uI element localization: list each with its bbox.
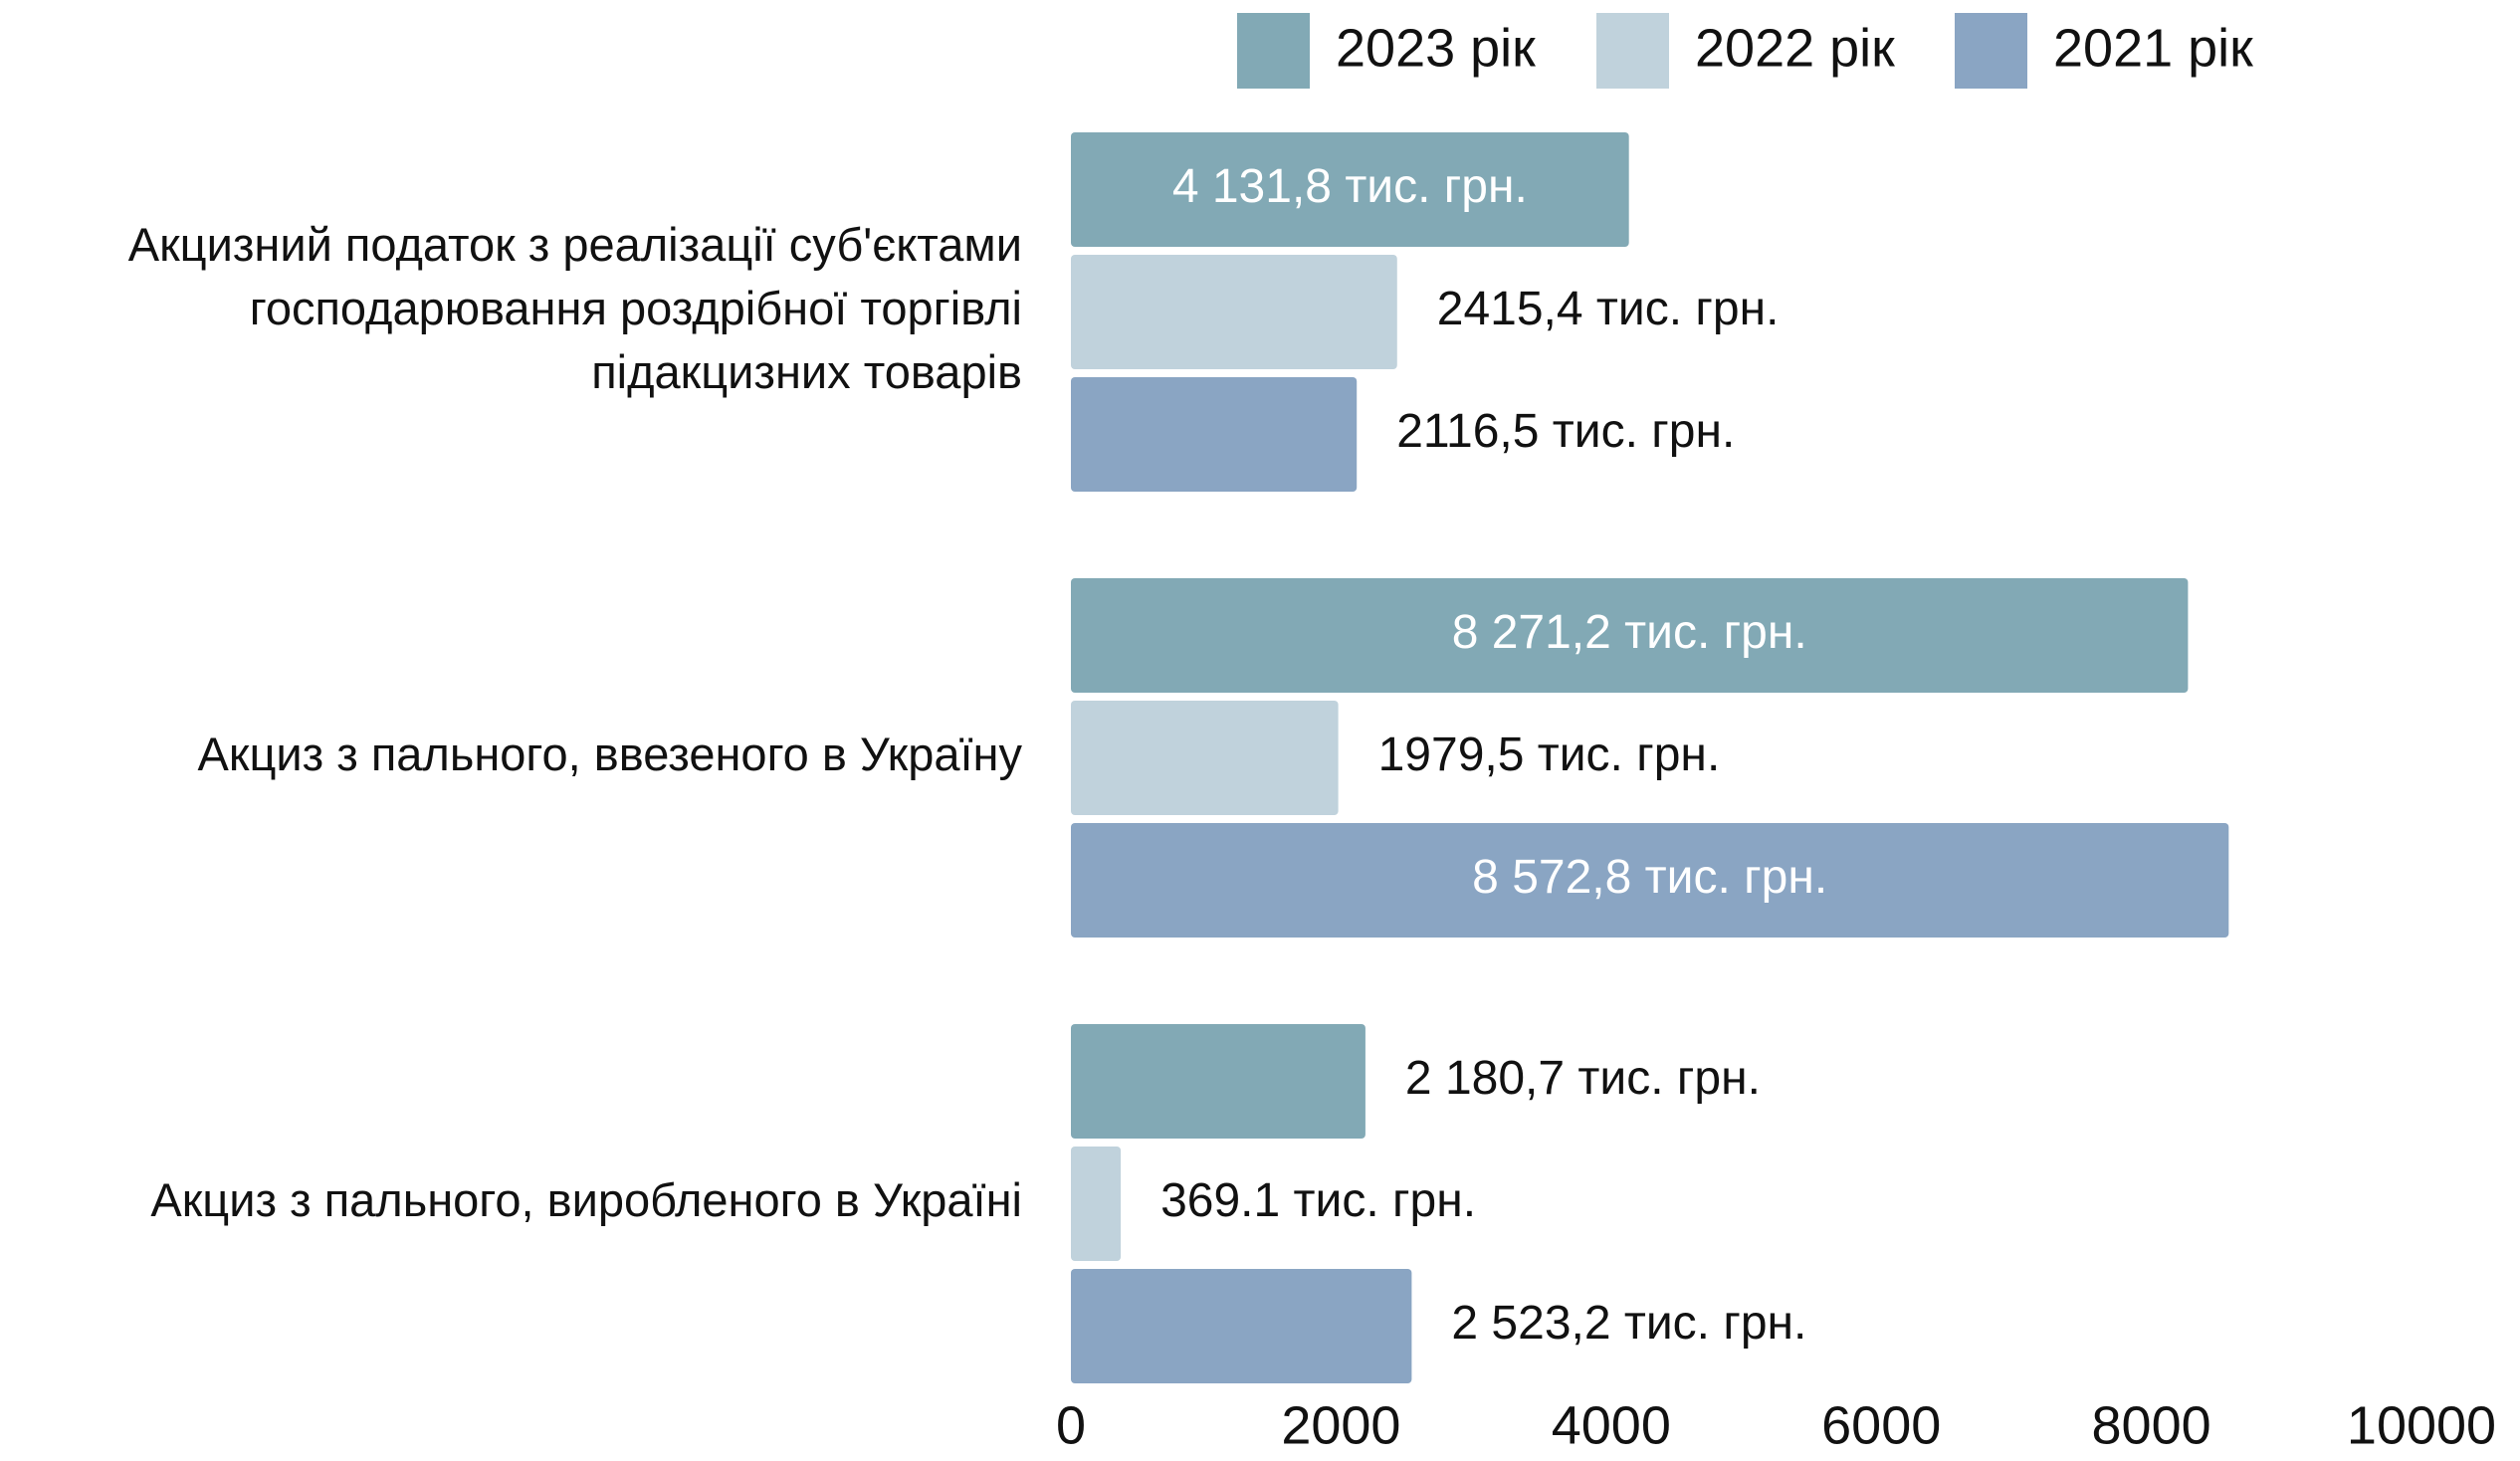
bar — [1071, 578, 2189, 693]
bar — [1071, 255, 1397, 369]
legend-label: 2021 рік — [2053, 18, 2253, 78]
bar — [1071, 1024, 1365, 1139]
value-label: 8 572,8 тис. грн. — [1472, 851, 1827, 904]
bar — [1071, 701, 1339, 815]
x-tick-label: 6000 — [1821, 1395, 1941, 1455]
category-label: Акцизний податок з реалізації суб'єктами — [128, 218, 1022, 271]
value-label: 1979,5 тис. грн. — [1378, 729, 1721, 781]
x-tick-label: 2000 — [1281, 1395, 1400, 1455]
bar — [1071, 1147, 1122, 1261]
legend-label: 2023 рік — [1336, 18, 1536, 78]
bar — [1071, 1269, 1412, 1383]
value-label: 2415,4 тис. грн. — [1437, 283, 1780, 335]
bar — [1071, 377, 1358, 492]
value-label: 2 180,7 тис. грн. — [1405, 1052, 1761, 1105]
legend-swatch — [1237, 13, 1310, 89]
category-label: Акциз з пального, виробленого в Україні — [150, 1173, 1022, 1226]
category-label: підакцизних товарів — [591, 345, 1022, 398]
bar — [1071, 132, 1629, 247]
value-label: 369.1 тис. грн. — [1160, 1174, 1476, 1227]
value-label: 2116,5 тис. грн. — [1396, 405, 1735, 458]
legend-label: 2022 рік — [1695, 18, 1895, 78]
bar — [1071, 823, 2229, 938]
x-tick-label: 8000 — [2092, 1395, 2211, 1455]
x-tick-label: 4000 — [1552, 1395, 1671, 1455]
category-label: господарювання роздрібної торгівлі — [250, 282, 1022, 334]
value-label: 2 523,2 тис. грн. — [1451, 1297, 1806, 1350]
category-label: Акциз з пального, ввезеного в Україну — [198, 728, 1023, 780]
x-tick-label: 0 — [1056, 1395, 1086, 1455]
legend-swatch — [1955, 13, 2027, 89]
x-tick-label: 10000 — [2347, 1395, 2496, 1455]
value-label: 4 131,8 тис. грн. — [1172, 160, 1528, 213]
value-label: 8 271,2 тис. грн. — [1452, 606, 1807, 659]
legend-swatch — [1596, 13, 1669, 89]
